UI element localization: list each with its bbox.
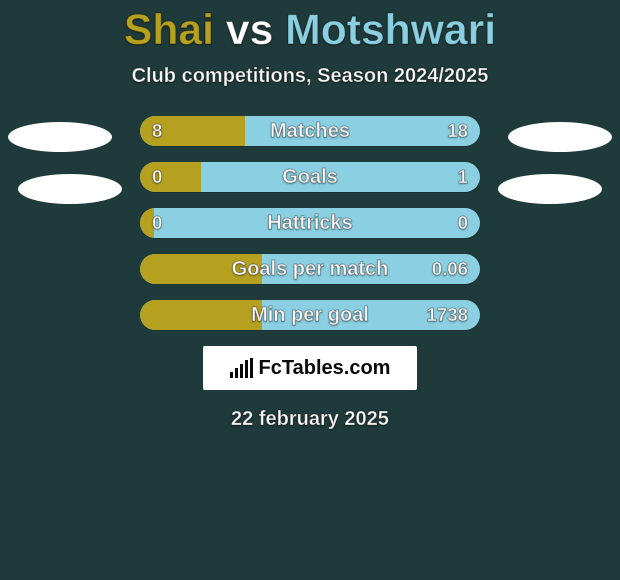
right-team-badge-2 [498, 174, 602, 204]
stat-right-value: 1738 [426, 300, 468, 330]
fctables-logo: FcTables.com [203, 346, 417, 390]
player-right-name: Motshwari [285, 6, 496, 54]
stat-label: Goals per match [140, 254, 480, 284]
stat-right-value: 1 [458, 162, 468, 192]
player-left-name: Shai [124, 6, 214, 54]
stat-right-value: 0.06 [432, 254, 468, 284]
stat-left-value: 0 [152, 162, 162, 192]
stat-left-value: 8 [152, 116, 162, 146]
date-line: 22 february 2025 [0, 408, 620, 431]
stat-row: Goals per match0.06 [140, 254, 480, 284]
stat-label: Goals [140, 162, 480, 192]
page-title: Shai vs Motshwari [0, 0, 620, 55]
comparison-table: Matches818Goals01Hattricks00Goals per ma… [140, 116, 480, 330]
left-team-badge-2 [18, 174, 122, 204]
stat-label: Hattricks [140, 208, 480, 238]
stat-left-value: 0 [152, 208, 162, 238]
fctables-logo-text: FcTables.com [259, 357, 391, 380]
stat-row: Hattricks0 0 [140, 208, 480, 238]
bar-chart-icon [230, 358, 253, 378]
right-team-badge-1 [508, 122, 612, 152]
vs-separator: vs [226, 6, 273, 54]
stat-label: Matches [140, 116, 480, 146]
stat-right-value: 18 [447, 116, 468, 146]
stat-row: Matches8 18 [140, 116, 480, 146]
left-team-badge-1 [8, 122, 112, 152]
subtitle: Club competitions, Season 2024/2025 [0, 65, 620, 88]
stat-right-value: 0 [458, 208, 468, 238]
stat-row: Goals0 1 [140, 162, 480, 192]
stat-row: Min per goal1738 [140, 300, 480, 330]
